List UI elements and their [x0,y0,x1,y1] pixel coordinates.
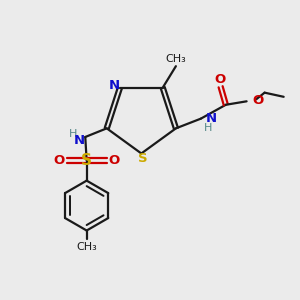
Text: O: O [109,154,120,167]
Text: N: N [206,112,217,125]
Text: O: O [253,94,264,107]
Text: CH₃: CH₃ [166,54,187,64]
Text: N: N [74,134,85,147]
Text: H: H [69,128,78,139]
Text: N: N [109,79,120,92]
Text: O: O [53,154,64,167]
Text: CH₃: CH₃ [76,242,97,252]
Text: S: S [138,152,148,165]
Text: O: O [214,73,226,86]
Text: S: S [81,153,92,168]
Text: H: H [204,123,213,133]
